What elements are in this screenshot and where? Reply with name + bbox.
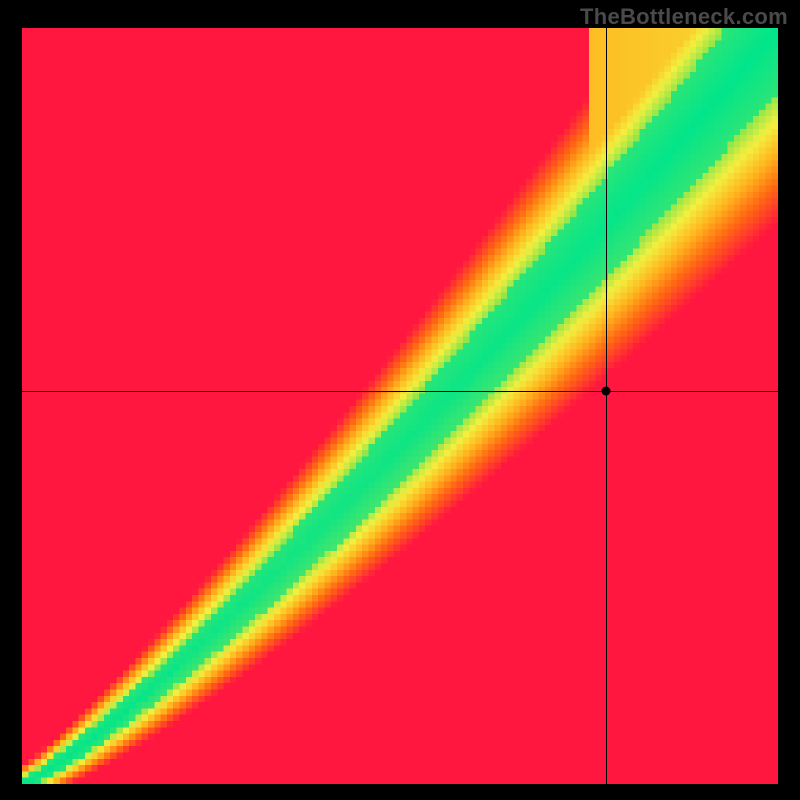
heatmap-plot: [22, 28, 778, 784]
crosshair-vertical: [606, 28, 607, 784]
crosshair-horizontal: [22, 391, 778, 392]
heatmap-canvas: [22, 28, 778, 784]
watermark-text: TheBottleneck.com: [580, 4, 788, 30]
crosshair-marker: [601, 386, 610, 395]
